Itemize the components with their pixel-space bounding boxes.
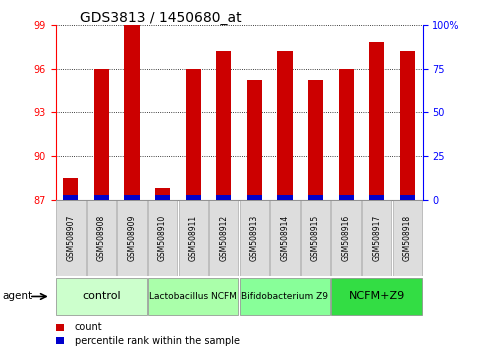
Text: Bifidobacterium Z9: Bifidobacterium Z9 (242, 292, 328, 301)
Bar (155, 195, 170, 200)
Bar (56, 278, 147, 315)
Text: agent: agent (2, 291, 32, 302)
Bar (400, 51, 415, 200)
Bar (331, 278, 422, 315)
Text: GSM508913: GSM508913 (250, 215, 259, 261)
Bar (216, 51, 231, 200)
Text: control: control (82, 291, 121, 302)
Text: GSM508917: GSM508917 (372, 215, 381, 261)
Bar (277, 195, 293, 200)
Bar (240, 200, 269, 276)
Bar (125, 195, 140, 200)
Bar (308, 195, 323, 200)
Bar (179, 200, 208, 276)
Bar (369, 42, 384, 200)
Bar (240, 278, 330, 315)
Bar (63, 178, 78, 200)
Text: GSM508914: GSM508914 (281, 215, 289, 261)
Bar (369, 195, 384, 200)
Bar (216, 195, 231, 200)
Bar (56, 337, 64, 344)
Bar (308, 80, 323, 200)
Bar (339, 69, 354, 200)
Bar (301, 200, 330, 276)
Bar (117, 200, 147, 276)
Text: GSM508915: GSM508915 (311, 215, 320, 261)
Bar (148, 200, 177, 276)
Bar (331, 200, 361, 276)
Text: GSM508916: GSM508916 (341, 215, 351, 261)
Bar (94, 69, 109, 200)
Bar (155, 188, 170, 200)
Bar (63, 195, 78, 200)
Bar (185, 195, 201, 200)
Bar (209, 200, 239, 276)
Bar (87, 200, 116, 276)
Text: GSM508907: GSM508907 (66, 215, 75, 261)
Bar (400, 195, 415, 200)
Bar (362, 200, 391, 276)
Bar (185, 69, 201, 200)
Bar (270, 200, 299, 276)
Text: GSM508911: GSM508911 (189, 215, 198, 261)
Text: Lactobacillus NCFM: Lactobacillus NCFM (149, 292, 237, 301)
Bar (56, 200, 85, 276)
Text: GSM508912: GSM508912 (219, 215, 228, 261)
Bar (339, 195, 354, 200)
Bar (247, 80, 262, 200)
Text: percentile rank within the sample: percentile rank within the sample (75, 336, 240, 346)
Bar (277, 51, 293, 200)
Bar (56, 324, 64, 331)
Text: GDS3813 / 1450680_at: GDS3813 / 1450680_at (80, 11, 242, 25)
Text: GSM508908: GSM508908 (97, 215, 106, 261)
Bar (148, 278, 239, 315)
Text: count: count (75, 322, 102, 332)
Bar (94, 195, 109, 200)
Bar (393, 200, 422, 276)
Text: GSM508910: GSM508910 (158, 215, 167, 261)
Bar (125, 25, 140, 200)
Text: NCFM+Z9: NCFM+Z9 (349, 291, 405, 302)
Text: GSM508918: GSM508918 (403, 215, 412, 261)
Bar (247, 195, 262, 200)
Text: GSM508909: GSM508909 (128, 215, 137, 261)
